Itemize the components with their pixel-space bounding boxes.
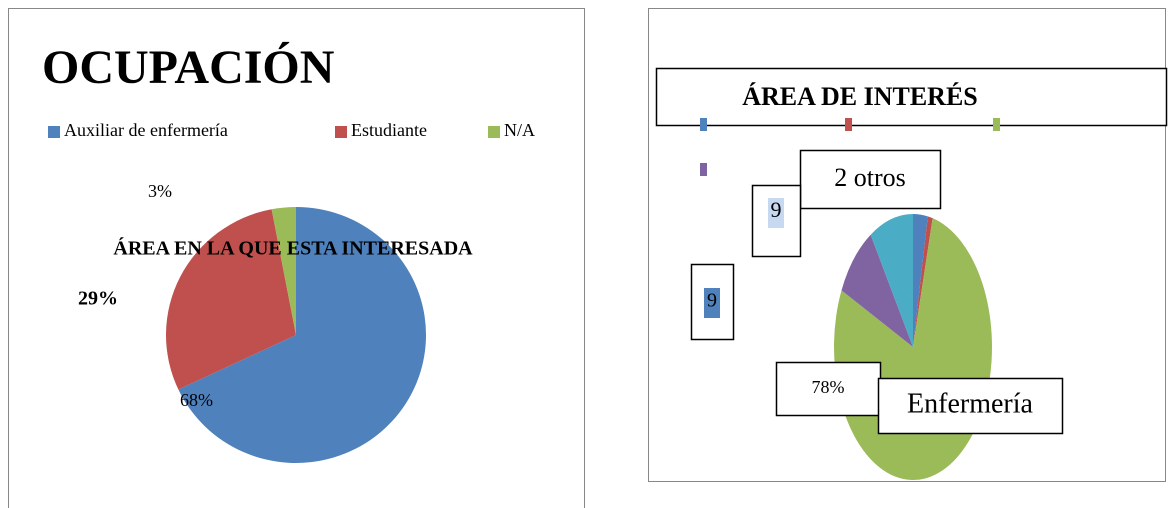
legend-label: Auxiliar de enfermería bbox=[64, 120, 228, 140]
annotation: Enfermería bbox=[907, 388, 1033, 419]
pie-slice bbox=[271, 207, 296, 335]
legend-marker bbox=[700, 163, 707, 176]
chart-title: OCUPACIÓN bbox=[42, 40, 335, 94]
legend-marker bbox=[700, 118, 707, 131]
annotation-highlight bbox=[768, 198, 784, 228]
pie-slice bbox=[166, 209, 296, 390]
data-label: 68% bbox=[180, 390, 213, 410]
pie-slice bbox=[870, 214, 913, 347]
title-box bbox=[655, 67, 1168, 127]
annotation: 9 bbox=[707, 290, 717, 312]
pie-slice bbox=[178, 207, 426, 464]
legend-label: Estudiante bbox=[351, 120, 427, 140]
annotation-box bbox=[775, 361, 882, 417]
data-label: 29% bbox=[78, 288, 118, 310]
legend-marker bbox=[845, 118, 852, 131]
data-label: 3% bbox=[148, 181, 172, 201]
pie-slice bbox=[913, 216, 933, 347]
legend-marker bbox=[48, 126, 60, 138]
annotation: 9 bbox=[771, 197, 782, 222]
legend-marker bbox=[993, 118, 1000, 131]
annotation-box bbox=[799, 149, 942, 210]
legend-label: N/A bbox=[504, 120, 535, 140]
pie-slice bbox=[841, 234, 913, 347]
chart-title: ÁREA DE INTERÉS bbox=[742, 82, 978, 111]
pie-slice bbox=[913, 214, 928, 347]
annotation: 78% bbox=[812, 377, 845, 397]
legend-marker bbox=[335, 126, 347, 138]
annotation-highlight bbox=[704, 288, 720, 318]
annotation: ÁREA EN LA QUE ESTA INTERESADA bbox=[113, 237, 473, 260]
annotation-box bbox=[877, 377, 1064, 435]
annotation: 2 otros bbox=[834, 163, 906, 192]
legend-marker bbox=[488, 126, 500, 138]
